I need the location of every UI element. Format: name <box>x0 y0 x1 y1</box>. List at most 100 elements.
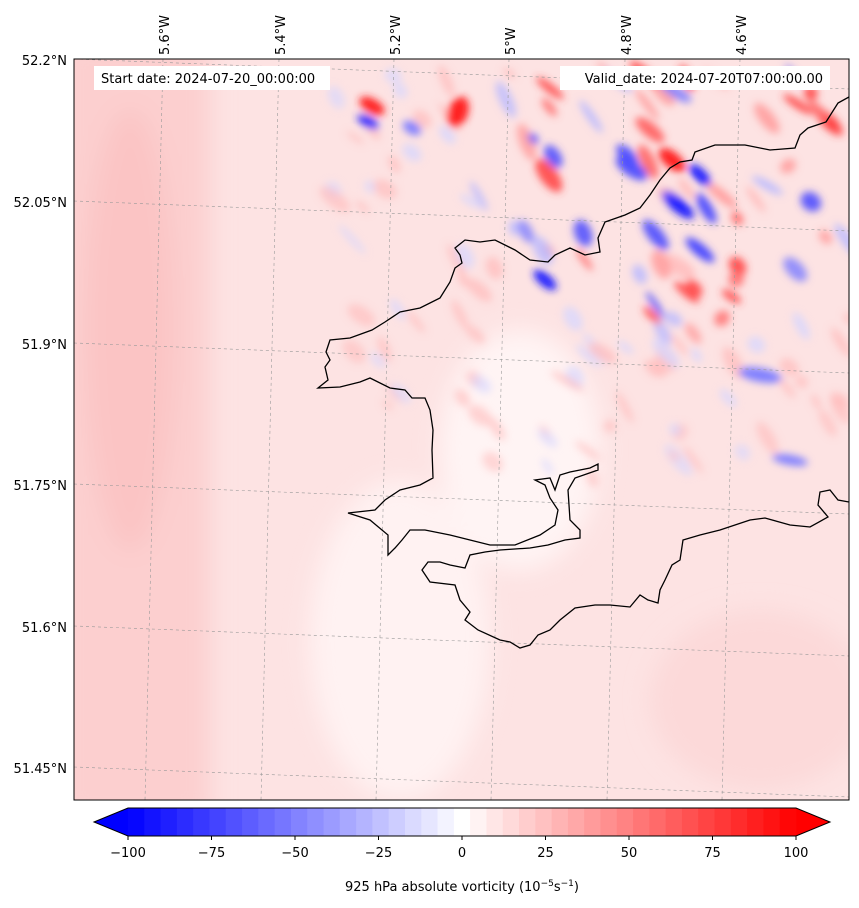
negative-vorticity-eddy <box>752 176 783 195</box>
colorbar-segment <box>730 808 748 836</box>
positive-vorticity-eddy <box>668 451 680 461</box>
negative-vorticity-eddy <box>527 133 539 145</box>
colorbar-segment <box>160 808 178 836</box>
colorbar-segment <box>698 808 715 836</box>
colorbar-segment <box>665 808 683 836</box>
colorbar-high-extension <box>796 808 830 836</box>
positive-vorticity-eddy <box>810 393 822 410</box>
lat-label-51-9n: 51.9°N <box>22 338 67 353</box>
colorbar-segment <box>649 808 667 836</box>
colorbar-tick-label: −75 <box>198 846 225 861</box>
positive-vorticity-eddy <box>731 211 744 226</box>
positive-vorticity-eddy <box>644 359 662 377</box>
positive-vorticity-eddy <box>779 358 799 377</box>
colorbar-segment <box>551 808 569 836</box>
positive-vorticity-eddy <box>728 256 747 276</box>
lon-label-5-2w: 5.2°W <box>389 15 404 55</box>
colorbar-segment <box>144 808 161 836</box>
colorbar-segment <box>535 808 553 836</box>
positive-vorticity-eddy <box>451 299 469 330</box>
negative-vorticity-eddy <box>800 191 822 212</box>
colorbar-title: 925 hPa absolute vorticity (10−5s−1) <box>345 879 579 895</box>
colorbar-segment <box>470 808 487 836</box>
negative-vorticity-eddy <box>541 458 554 475</box>
longitude-labels: 5.6°W 5.4°W 5.2°W 5°W 4.8°W 4.6°W <box>158 15 750 55</box>
positive-vorticity-eddy <box>706 182 738 209</box>
negative-vorticity-eddy <box>495 81 517 118</box>
positive-vorticity-eddy <box>683 446 704 474</box>
colorbar-segment <box>225 808 243 836</box>
positive-vorticity-eddy <box>377 336 393 363</box>
negative-vorticity-eddy <box>664 311 683 327</box>
positive-vorticity-eddy <box>382 399 394 411</box>
negative-vorticity-eddy <box>537 429 558 448</box>
negative-vorticity-eddy <box>364 180 376 193</box>
positive-vorticity-eddy <box>818 230 833 245</box>
colorbar-segment <box>763 808 781 836</box>
positive-vorticity-eddy <box>643 306 661 325</box>
positive-vorticity-eddy <box>517 123 537 161</box>
positive-vorticity-eddy <box>684 323 702 344</box>
latitude-labels: 52.2°N 52.05°N 51.9°N 51.75°N 51.6°N 51.… <box>14 54 67 777</box>
lat-label-52-05n: 52.05°N <box>14 196 67 211</box>
lon-label-5-4w: 5.4°W <box>274 15 289 55</box>
positive-vorticity-eddy <box>447 244 466 277</box>
central-weak-zone <box>310 480 490 800</box>
strong-vorticity-feature <box>533 269 557 291</box>
negative-vorticity-eddy <box>783 257 808 282</box>
negative-vorticity-eddy <box>632 264 647 284</box>
negative-vorticity-eddy <box>459 194 481 209</box>
positive-vorticity-eddy <box>457 272 470 288</box>
negative-vorticity-eddy <box>544 145 563 168</box>
negative-vorticity-eddy <box>439 125 456 144</box>
positive-vorticity-eddy <box>355 200 370 213</box>
negative-vorticity-eddy <box>471 375 492 393</box>
positive-vorticity-eddy <box>795 375 809 389</box>
negative-vorticity-eddy <box>669 423 682 436</box>
positive-vorticity-eddy <box>678 178 695 200</box>
negative-vorticity-eddy <box>576 344 602 368</box>
positive-vorticity-eddy <box>615 391 634 424</box>
colorbar-low-extension <box>94 808 128 836</box>
colorbar-segment <box>453 808 471 836</box>
positive-vorticity-eddy <box>660 253 696 279</box>
negative-vorticity-eddy <box>532 236 553 266</box>
negative-vorticity-eddy <box>834 223 849 256</box>
negative-vorticity-eddy <box>517 219 535 244</box>
negative-vorticity-eddy <box>652 338 680 368</box>
positive-vorticity-eddy <box>466 278 493 302</box>
negative-vorticity-eddy <box>370 352 386 369</box>
negative-vorticity-eddy <box>645 291 666 319</box>
positive-vorticity-eddy <box>536 77 564 100</box>
start-date-label: Start date: 2024-07-20_00:00:00 <box>101 72 315 87</box>
negative-vorticity-eddy <box>719 388 737 408</box>
positive-vorticity-eddy <box>635 88 660 120</box>
colorbar-segment <box>339 808 357 836</box>
colorbar-segment <box>567 808 585 836</box>
coastline <box>316 96 849 649</box>
negative-vorticity-eddy <box>327 86 345 109</box>
lon-label-4-6w: 4.6°W <box>735 15 750 55</box>
colorbar-segment <box>307 808 324 836</box>
lon-label-4-8w: 4.8°W <box>620 15 635 55</box>
colorbar-segment <box>290 808 308 836</box>
positive-vorticity-eddy <box>347 303 376 327</box>
positive-vorticity-eddy <box>603 419 617 433</box>
negative-vorticity-eddy <box>563 306 583 331</box>
positive-vorticity-eddy <box>637 144 659 179</box>
positive-vorticity-eddy <box>728 271 744 288</box>
positive-vorticity-eddy <box>783 94 813 115</box>
positive-vorticity-eddy <box>754 103 780 134</box>
colorbar-tick-label: 25 <box>537 846 554 861</box>
positive-vorticity-eddy <box>454 389 471 407</box>
positive-vorticity-eddy <box>482 452 504 472</box>
positive-vorticity-eddy <box>778 377 796 399</box>
colorbar-segment <box>372 808 390 836</box>
positive-vorticity-eddy <box>746 186 766 213</box>
positive-vorticity-eddy <box>721 289 742 304</box>
positive-vorticity-eddy <box>714 310 730 327</box>
positive-vorticity-eddy <box>588 342 617 364</box>
positive-vorticity-eddy <box>412 109 432 129</box>
colorbar-segment <box>502 808 520 836</box>
